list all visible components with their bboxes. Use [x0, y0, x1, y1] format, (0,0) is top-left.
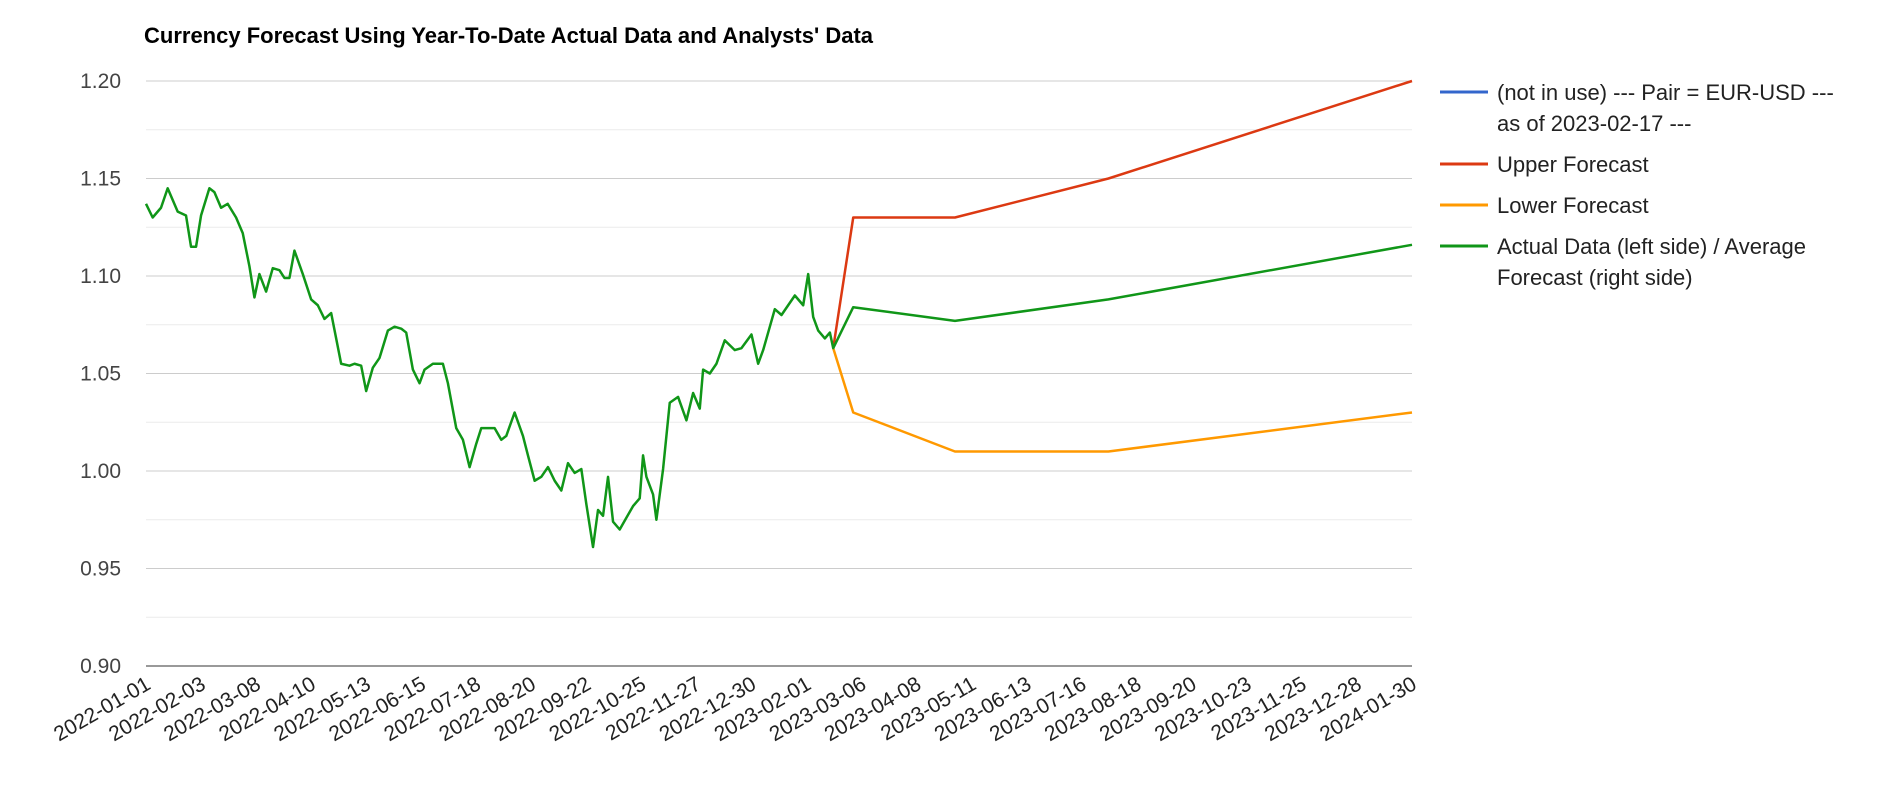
y-tick-label: 1.15 [80, 168, 121, 191]
legend-label: Actual Data (left side) / Average [1497, 234, 1806, 259]
y-tick-label: 0.90 [80, 655, 121, 678]
grid-lines [146, 80, 1412, 667]
y-tick-label: 1.20 [80, 70, 121, 93]
y-tick-label: 1.05 [80, 363, 121, 386]
legend-label: as of 2023-02-17 --- [1497, 111, 1691, 136]
series-lines [144, 79, 1413, 549]
legend-label: Lower Forecast [1497, 193, 1649, 218]
legend-entry: Actual Data (left side) / Average Forecas… [1440, 234, 1806, 290]
legend-entry: (not in use) --- Pair = EUR-USD --- as of… [1440, 80, 1834, 136]
legend: (not in use) --- Pair = EUR-USD --- as of… [1440, 80, 1834, 290]
y-tick-label: 1.00 [80, 460, 121, 483]
chart-title: Currency Forecast Using Year-To-Date Act… [144, 23, 874, 48]
y-axis-ticks: 1.20 1.15 1.10 1.05 1.00 0.95 0.90 [80, 70, 121, 678]
legend-label: (not in use) --- Pair = EUR-USD --- [1497, 80, 1834, 105]
series-line-3 [144, 187, 1413, 549]
series-line-1 [831, 79, 1413, 349]
y-tick-label: 1.10 [80, 265, 121, 288]
legend-label: Upper Forecast [1497, 152, 1649, 177]
legend-entry: Lower Forecast [1440, 193, 1649, 218]
x-axis-ticks: 2022-01-012022-02-032022-03-082022-04-10… [50, 672, 1421, 746]
legend-entry: Upper Forecast [1440, 152, 1649, 177]
legend-label: Forecast (right side) [1497, 265, 1693, 290]
series-line-2 [832, 347, 1413, 453]
y-tick-label: 0.95 [80, 558, 121, 581]
